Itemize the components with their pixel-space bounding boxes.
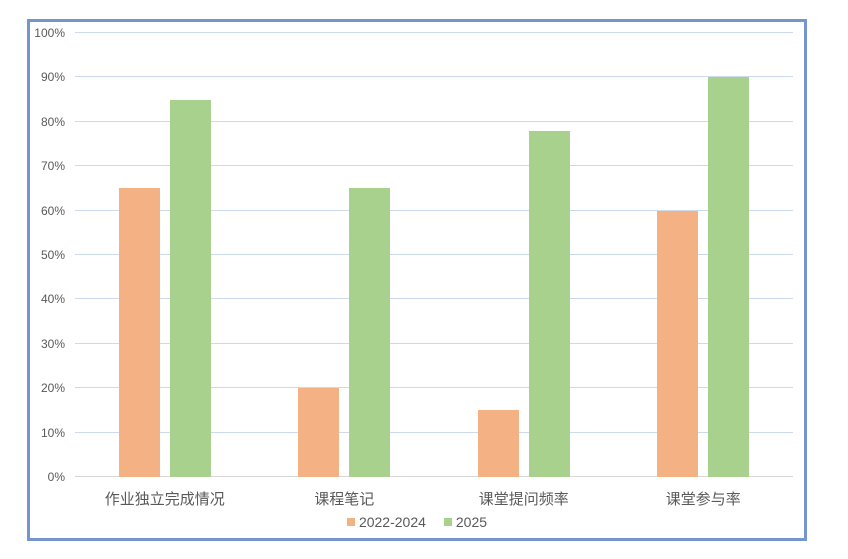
bar-2025	[528, 130, 570, 477]
y-axis-tick-label: 10%	[40, 425, 65, 440]
gridline	[75, 32, 793, 33]
gridline	[75, 254, 793, 255]
y-axis-tick-label: 90%	[40, 70, 65, 85]
legend-label: 2022-2024	[358, 514, 426, 530]
bar-group	[434, 33, 614, 477]
bar-2022-2024	[298, 388, 340, 477]
x-axis-category-label: 课程笔记	[314, 491, 375, 508]
gridline	[75, 165, 793, 167]
bar-2022-2024	[118, 188, 160, 477]
bar-2025	[708, 77, 750, 477]
legend-item: 2022-2024	[346, 514, 426, 530]
gridline	[75, 298, 793, 300]
gridline	[75, 342, 793, 344]
legend-swatch-2025	[443, 518, 452, 526]
y-axis-tick-label: 70%	[40, 159, 65, 174]
y-axis-tick-label: 60%	[40, 203, 65, 218]
x-axis-category-label: 课堂参与率	[665, 491, 741, 508]
legend-item: 2025	[443, 514, 488, 530]
bar-2025	[169, 99, 211, 477]
chart-frame: 0% 10% 20% 30% 40% 50% 60% 70% 80% 90% 100% 作业独立完成…	[27, 19, 807, 541]
bar-2022-2024	[477, 410, 519, 477]
x-axis-category-label: 课堂提问频率	[478, 491, 569, 508]
gridline	[75, 387, 793, 389]
legend-label: 2025	[455, 514, 488, 530]
x-axis-category-label: 作业独立完成情况	[104, 491, 225, 508]
y-axis-tick-label: 40%	[40, 292, 65, 307]
gridline	[75, 76, 793, 78]
bar-group	[75, 33, 255, 477]
bar-group	[614, 33, 794, 477]
y-axis-tick-label: 50%	[40, 248, 65, 262]
bar-2022-2024	[657, 210, 699, 477]
x-axis-line	[75, 476, 793, 477]
bar-group	[255, 33, 435, 477]
legend: 2022-2024 2025	[30, 514, 804, 530]
y-axis-tick-label: 80%	[40, 114, 65, 129]
y-axis-tick-label: 100%	[34, 26, 65, 40]
gridline	[75, 431, 793, 433]
bar-2025	[349, 188, 391, 477]
y-axis-tick-label: 0%	[47, 470, 65, 484]
plot-area: 0% 10% 20% 30% 40% 50% 60% 70% 80% 90% 100%	[34, 26, 793, 484]
legend-swatch-2022-2024	[346, 518, 355, 526]
gridline	[75, 209, 793, 211]
y-axis-tick-label: 30%	[40, 336, 65, 351]
gridline	[75, 120, 793, 122]
y-axis-tick-label: 20%	[40, 381, 65, 396]
bars-layer	[75, 33, 793, 477]
x-axis-labels: 作业独立完成情况 课程笔记 课堂提问频率 课堂参与率	[75, 488, 793, 508]
